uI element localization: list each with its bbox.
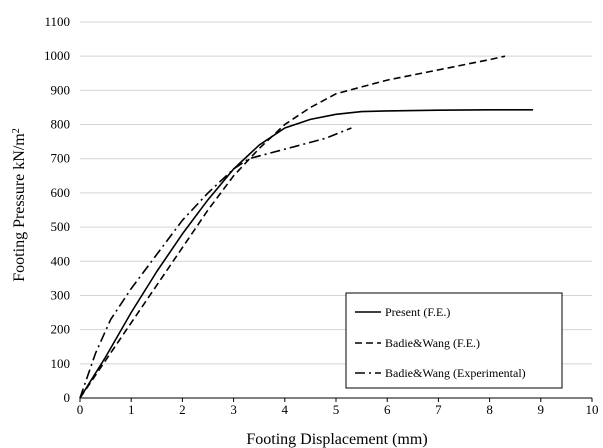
x-tick-labels: 0 1 2 3 4 5 6 7 8 9 10 — [77, 402, 599, 417]
x-tick-label: 4 — [282, 402, 289, 417]
y-axis-label: Footing Pressure kN/m2 — [11, 128, 29, 281]
legend-items: Present (F.E.) Badie&Wang (F.E.) Badie&Wan… — [355, 305, 526, 380]
y-tick-label: 600 — [51, 185, 71, 200]
y-axis-label-superscript: 2 — [11, 128, 22, 133]
legend: Present (F.E.) Badie&Wang (F.E.) Badie&Wan… — [345, 292, 563, 389]
y-tick-label: 1100 — [44, 14, 70, 29]
x-tick-label: 5 — [333, 402, 340, 417]
axes — [79, 397, 593, 402]
y-tick-label: 300 — [51, 287, 71, 302]
gridlines — [80, 21, 592, 365]
legend-label-2: Badie&Wang (Experimental) — [385, 366, 526, 380]
x-tick-label: 2 — [179, 402, 186, 417]
x-tick-label: 7 — [435, 402, 442, 417]
y-tick-label: 800 — [51, 117, 71, 132]
y-tick-label: 1000 — [44, 48, 70, 63]
y-tick-label: 200 — [51, 322, 71, 337]
y-tick-labels: 0 100 200 300 400 500 600 700 800 900 1000 1100 — [44, 14, 70, 405]
y-tick-label: 0 — [64, 390, 71, 405]
legend-box — [345, 292, 563, 389]
legend-label-0: Present (F.E.) — [385, 305, 450, 319]
x-tick-label: 1 — [128, 402, 135, 417]
y-tick-label: 500 — [51, 219, 71, 234]
legend-label-1: Badie&Wang (F.E.) — [385, 336, 480, 350]
y-tick-label: 100 — [51, 356, 71, 371]
x-tick-label: 3 — [230, 402, 237, 417]
y-tick-label: 400 — [51, 253, 71, 268]
x-tick-label: 10 — [586, 402, 599, 417]
y-axis-label-main: Footing Pressure kN/m — [11, 133, 28, 282]
series-lines — [79, 55, 534, 399]
x-tick-label: 8 — [486, 402, 493, 417]
x-axis-label: Footing Displacement (mm) — [246, 431, 427, 448]
x-tick-label: 0 — [77, 402, 84, 417]
x-tick-label: 6 — [384, 402, 391, 417]
x-tick-label: 9 — [538, 402, 545, 417]
y-tick-label: 900 — [51, 82, 71, 97]
series-line-1 — [79, 55, 506, 399]
series-line-2 — [79, 127, 352, 399]
y-tick-label: 700 — [51, 151, 71, 166]
